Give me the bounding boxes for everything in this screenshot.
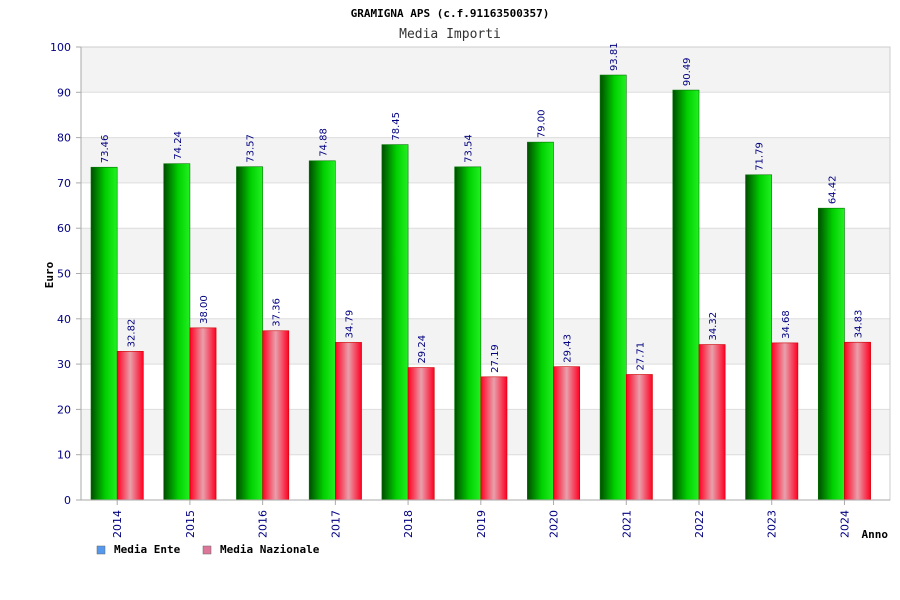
x-tick-label-2024: 2024 xyxy=(838,510,851,538)
plot-band xyxy=(81,92,890,138)
bars xyxy=(90,74,871,501)
data-label-media-nazionale-2015: 38.00 xyxy=(199,295,210,324)
data-label-media-ente-2024: 64.42 xyxy=(827,176,838,205)
x-tick-label-2018: 2018 xyxy=(402,510,415,538)
y-axis-label: Euro xyxy=(43,261,56,288)
bar-media-nazionale-2016 xyxy=(262,330,290,501)
data-label-media-nazionale-2023: 34.68 xyxy=(781,310,792,339)
data-label-media-ente-2020: 79.00 xyxy=(536,109,547,138)
y-tick-label: 60 xyxy=(57,222,71,235)
y-tick-label: 20 xyxy=(57,403,71,416)
data-label-media-ente-2016: 73.57 xyxy=(246,134,257,163)
bar-media-ente-2017 xyxy=(308,160,336,501)
x-tick-label-2021: 2021 xyxy=(620,510,633,538)
legend-label-media-nazionale: Media Nazionale xyxy=(220,543,320,556)
x-tick-label-2016: 2016 xyxy=(257,510,270,538)
bar-media-nazionale-2022 xyxy=(698,344,726,501)
data-labels: 73.46 32.82 74.24 38.00 73.57 37.36 74.88 34.79… xyxy=(100,42,864,372)
data-label-media-ente-2017: 74.88 xyxy=(318,128,329,157)
x-tick-label-2017: 2017 xyxy=(329,510,342,538)
x-tick-label-2014: 2014 xyxy=(111,510,124,538)
data-label-media-nazionale-2016: 37.36 xyxy=(272,298,283,327)
x-tick-label-2019: 2019 xyxy=(475,510,488,538)
y-tick-label: 90 xyxy=(57,86,71,99)
x-tick-label-2023: 2023 xyxy=(766,510,779,538)
bar-media-nazionale-2019 xyxy=(480,376,508,501)
y-tick-label: 70 xyxy=(57,177,71,190)
y-axis-ticks: 0 10 20 30 40 50 60 70 80 90 100 xyxy=(50,41,81,507)
bar-media-ente-2024 xyxy=(817,207,845,501)
legend-swatch-media-ente xyxy=(96,545,106,555)
chart-title: GRAMIGNA APS (c.f.91163500357) xyxy=(351,7,550,20)
y-tick-label: 10 xyxy=(57,449,71,462)
x-tick-label-2015: 2015 xyxy=(184,510,197,538)
bar-media-nazionale-2020 xyxy=(553,366,581,501)
y-tick-label: 30 xyxy=(57,358,71,371)
data-label-media-ente-2014: 73.46 xyxy=(100,135,111,164)
x-axis-label: Anno xyxy=(862,528,889,541)
bar-media-ente-2018 xyxy=(381,144,409,501)
y-tick-label: 50 xyxy=(57,268,71,281)
x-axis-ticks: 2014 2015 2016 2017 2018 2019 2020 2021 2022 2023… xyxy=(111,500,851,538)
data-label-media-nazionale-2022: 34.32 xyxy=(708,312,719,341)
data-label-media-nazionale-2019: 27.19 xyxy=(490,344,501,373)
data-label-media-ente-2015: 74.24 xyxy=(173,131,184,160)
bar-media-ente-2019 xyxy=(454,166,482,501)
bar-media-nazionale-2018 xyxy=(407,367,435,501)
bar-media-nazionale-2021 xyxy=(625,374,653,501)
bar-media-nazionale-2017 xyxy=(335,342,362,501)
data-label-media-nazionale-2020: 29.43 xyxy=(563,334,574,363)
legend-swatch-media-nazionale xyxy=(202,545,212,555)
data-label-media-nazionale-2017: 34.79 xyxy=(344,310,355,339)
x-tick-label-2020: 2020 xyxy=(548,510,561,538)
y-tick-label: 80 xyxy=(57,132,71,145)
data-label-media-nazionale-2018: 29.24 xyxy=(417,335,428,364)
bar-media-nazionale-2014 xyxy=(116,351,144,501)
data-label-media-nazionale-2014: 32.82 xyxy=(126,319,137,348)
bar-media-ente-2020 xyxy=(527,141,554,501)
bar-media-ente-2021 xyxy=(599,74,627,501)
bar-media-ente-2015 xyxy=(163,163,191,501)
data-label-media-ente-2019: 73.54 xyxy=(464,134,475,163)
y-tick-label: 40 xyxy=(57,313,71,326)
y-tick-label: 100 xyxy=(50,41,71,54)
data-label-media-nazionale-2021: 27.71 xyxy=(635,342,646,371)
y-tick-label: 0 xyxy=(64,494,71,507)
data-label-media-ente-2018: 78.45 xyxy=(391,112,402,141)
bar-media-ente-2016 xyxy=(236,166,263,501)
bar-media-nazionale-2024 xyxy=(844,341,871,501)
plot-band xyxy=(81,47,890,93)
data-label-media-ente-2021: 93.81 xyxy=(609,42,620,71)
data-label-media-ente-2022: 90.49 xyxy=(682,57,693,86)
x-tick-label-2022: 2022 xyxy=(693,510,706,538)
legend: Media Ente Media Nazionale xyxy=(96,543,320,556)
bar-media-ente-2014 xyxy=(90,166,118,501)
chart-subtitle: Media Importi xyxy=(399,27,501,42)
bar-media-ente-2022 xyxy=(672,89,700,501)
legend-label-media-ente: Media Ente xyxy=(114,543,181,556)
bar-media-nazionale-2023 xyxy=(771,342,799,501)
data-label-media-nazionale-2024: 34.83 xyxy=(854,310,865,339)
bar-media-nazionale-2015 xyxy=(189,327,217,501)
bar-media-ente-2023 xyxy=(745,174,773,501)
data-label-media-ente-2023: 71.79 xyxy=(755,142,766,171)
